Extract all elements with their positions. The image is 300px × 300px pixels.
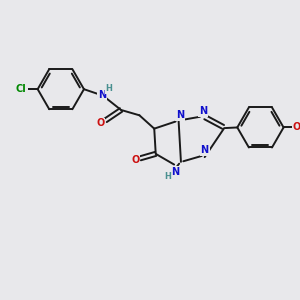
Text: O: O — [131, 155, 140, 165]
Text: N: N — [172, 167, 180, 177]
Text: Cl: Cl — [16, 84, 27, 94]
Text: H: H — [106, 84, 112, 93]
Text: N: N — [199, 106, 207, 116]
Text: N: N — [176, 110, 184, 120]
Text: N: N — [201, 145, 209, 155]
Text: O: O — [292, 122, 300, 133]
Text: H: H — [165, 172, 172, 181]
Text: N: N — [98, 90, 106, 100]
Text: O: O — [96, 118, 105, 128]
